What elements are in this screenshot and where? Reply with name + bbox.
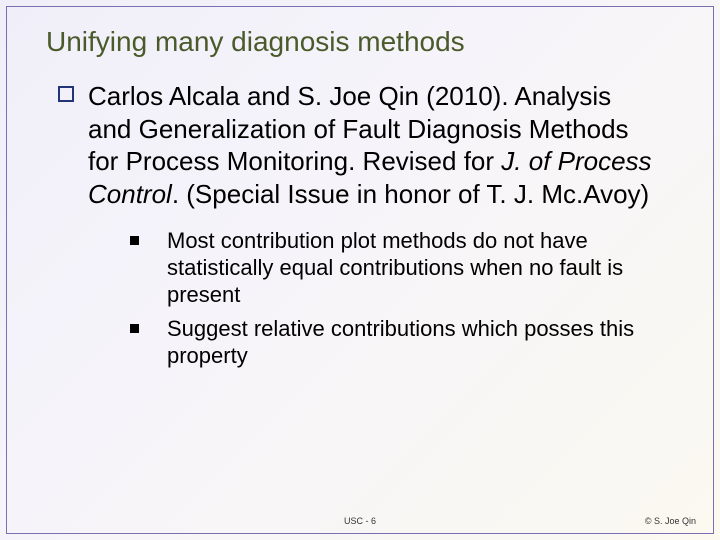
filled-square-bullet-icon: [130, 236, 139, 245]
filled-square-bullet-icon: [130, 324, 139, 333]
slide-content: Unifying many diagnosis methods Carlos A…: [0, 0, 720, 540]
bullet-level2: Suggest relative contributions which pos…: [130, 316, 640, 370]
hollow-square-bullet-icon: [58, 86, 74, 102]
footer-copyright: © S. Joe Qin: [645, 516, 696, 526]
level1-text: Carlos Alcala and S. Joe Qin (2010). Ana…: [88, 80, 680, 210]
bullet-level2-group: Most contribution plot methods do not ha…: [130, 228, 640, 370]
level2-item-text: Most contribution plot methods do not ha…: [167, 228, 640, 308]
citation-text-2: . (Special Issue in honor of T. J. Mc.Av…: [172, 179, 649, 209]
bullet-level2: Most contribution plot methods do not ha…: [130, 228, 640, 308]
level2-item-text: Suggest relative contributions which pos…: [167, 316, 640, 370]
footer-page-number: USC - 6: [0, 516, 720, 526]
bullet-level1: Carlos Alcala and S. Joe Qin (2010). Ana…: [58, 80, 680, 210]
slide-title: Unifying many diagnosis methods: [46, 26, 680, 58]
